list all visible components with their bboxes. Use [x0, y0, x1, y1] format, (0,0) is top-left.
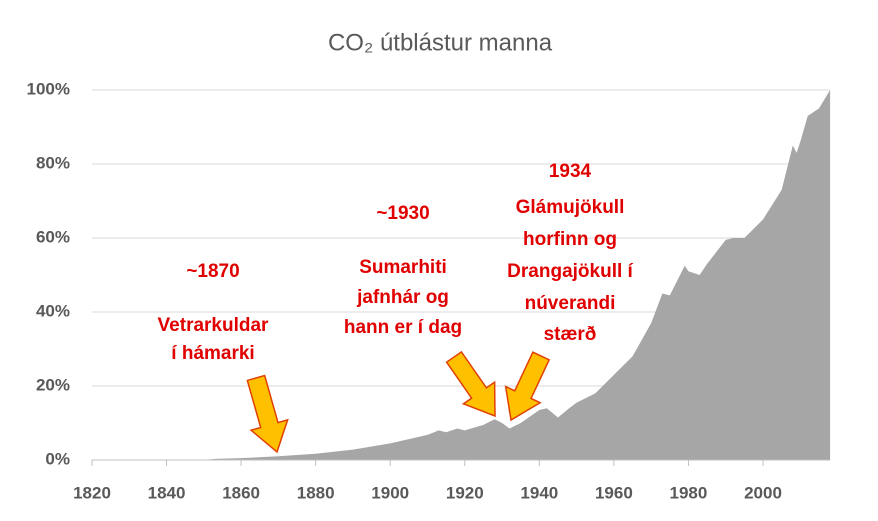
- x-tick-label: 1920: [446, 483, 484, 502]
- x-tick-label: 1900: [371, 483, 409, 502]
- x-tick-label: 1820: [73, 483, 111, 502]
- y-tick-label: 60%: [36, 227, 70, 246]
- x-tick-label: 1860: [222, 483, 260, 502]
- annotation-text: hann er í dag: [344, 317, 462, 338]
- arrow: [445, 350, 496, 418]
- annotation-text: Vetrarkuldar: [158, 315, 269, 336]
- annotation-text: í hámarki: [171, 343, 254, 364]
- x-tick-label: 1880: [297, 483, 335, 502]
- arrow: [504, 351, 551, 422]
- x-tick-label: 1960: [595, 483, 633, 502]
- x-tick-label: 1940: [520, 483, 558, 502]
- annotation-text: núverandi: [525, 293, 616, 314]
- x-tick-label: 1840: [148, 483, 186, 502]
- annotation-text: Glámujökull: [516, 197, 625, 218]
- annotation-text: Sumarhiti: [359, 257, 447, 278]
- annotation-text: Drangajökull í: [507, 261, 633, 282]
- x-tick-label: 1980: [670, 483, 708, 502]
- annotation-heading: ~1930: [376, 203, 429, 224]
- annotation-text: horfinn og: [523, 229, 617, 250]
- y-tick-label: 100%: [27, 79, 70, 98]
- y-tick-label: 0%: [45, 449, 70, 468]
- y-tick-label: 80%: [36, 153, 70, 172]
- area: [92, 90, 831, 460]
- y-tick-label: 40%: [36, 301, 70, 320]
- arrow: [246, 374, 289, 454]
- annotation-text: stærð: [544, 324, 597, 345]
- y-tick-label: 20%: [36, 375, 70, 394]
- annotation-heading: 1934: [549, 161, 592, 182]
- x-tick-label: 2000: [744, 483, 782, 502]
- chart-title: CO₂ útblástur manna: [328, 29, 553, 56]
- annotation-text: jafnhár og: [356, 287, 449, 308]
- annotation-heading: ~1870: [186, 261, 239, 282]
